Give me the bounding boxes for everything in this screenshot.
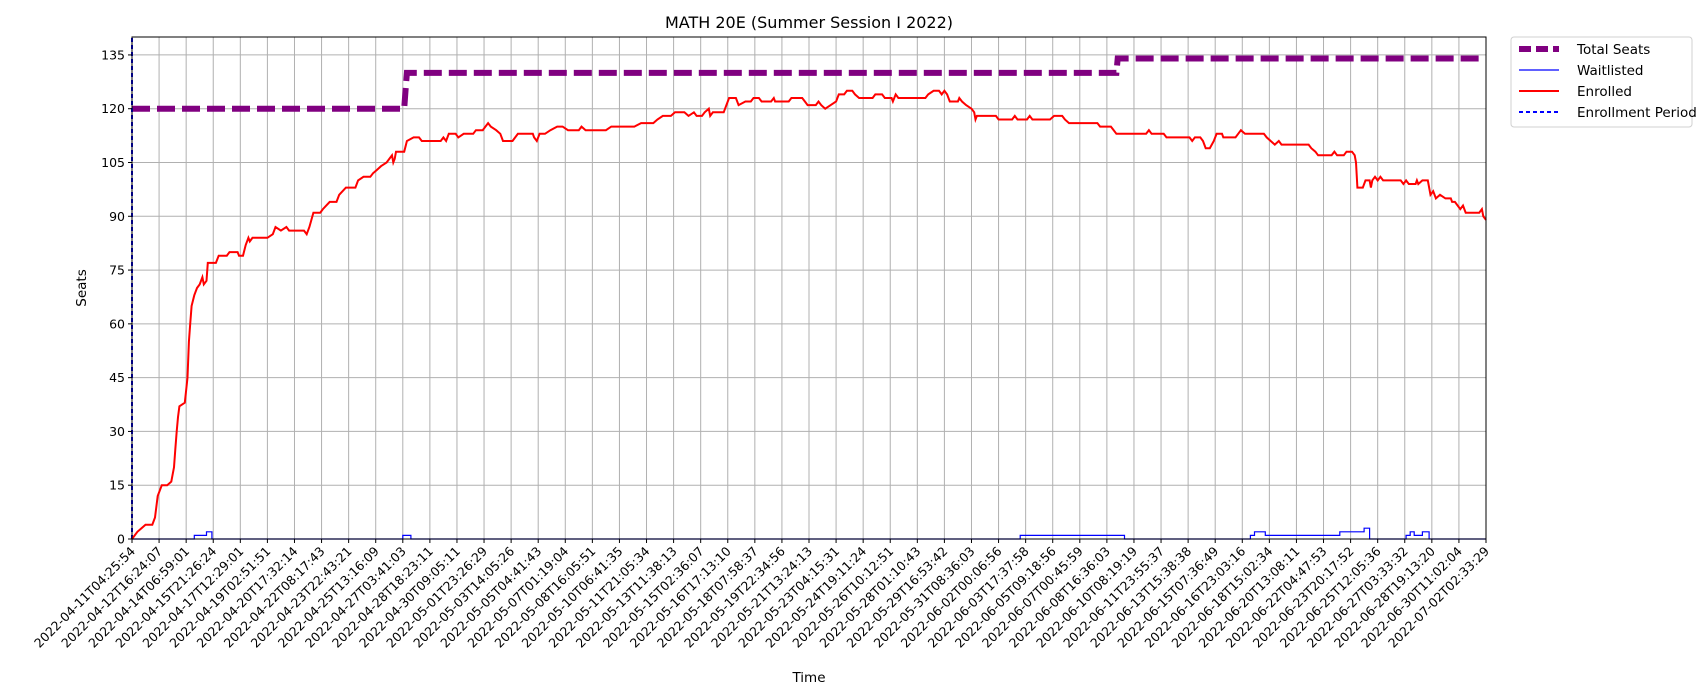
y-tick-label: 105: [101, 155, 125, 170]
series-line-total-seats: [132, 55, 1486, 112]
x-axis-label: Time: [791, 670, 825, 686]
y-tick-label: 45: [109, 370, 125, 385]
y-tick-label: 15: [109, 478, 125, 493]
y-tick-label: 60: [109, 316, 125, 331]
series-line-enrolled: [131, 89, 1487, 540]
x-axis-ticks: 2022-04-11T04:25:542022-04-12T16:24:0720…: [31, 539, 1492, 651]
legend-label-total-seats: Total Seats: [1576, 42, 1650, 58]
y-tick-label: 75: [109, 263, 125, 278]
y-axis-label: Seats: [74, 269, 90, 306]
y-axis-ticks: 0 15 30 45 60 75 90 105 120 135: [101, 47, 132, 547]
legend-label-enrollment-period: Enrollment Period: [1577, 105, 1697, 121]
y-tick-label: 30: [109, 424, 125, 439]
y-tick-label: 0: [117, 532, 125, 547]
y-tick-label: 135: [101, 47, 125, 62]
legend-label-enrolled: Enrolled: [1577, 84, 1632, 100]
y-tick-label: 120: [101, 101, 125, 116]
legend: Total Seats Waitlisted Enrolled Enrollment …: [1510, 36, 1697, 128]
chart-title: MATH 20E (Summer Session I 2022): [665, 13, 953, 32]
legend-frame: [1510, 36, 1693, 128]
legend-label-waitlisted: Waitlisted: [1577, 63, 1644, 79]
grid: [131, 37, 1487, 540]
y-tick-label: 90: [109, 209, 125, 224]
